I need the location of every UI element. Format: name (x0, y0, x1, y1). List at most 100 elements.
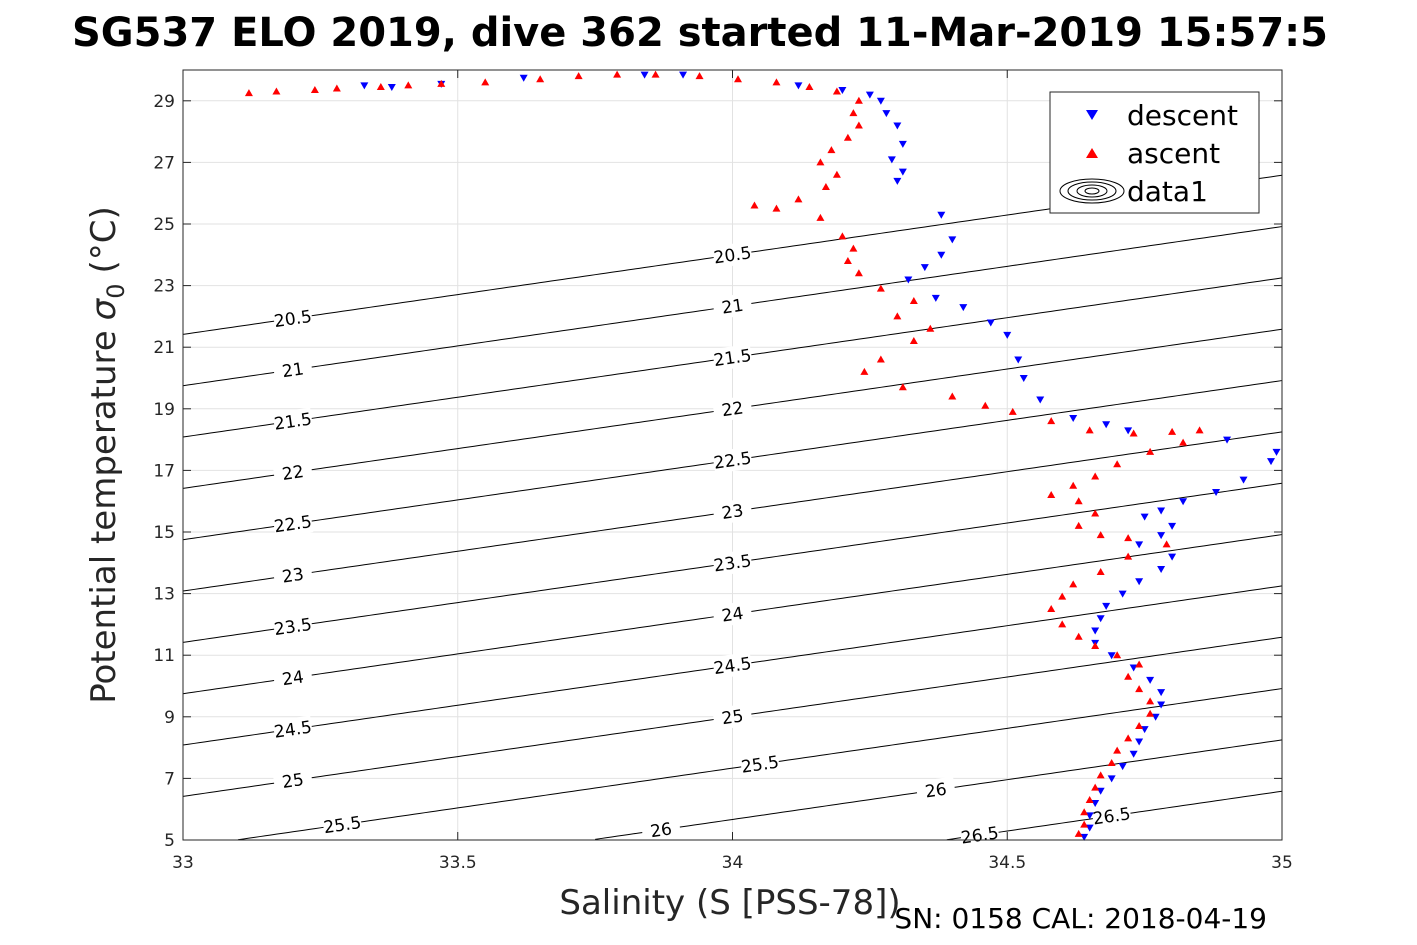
descent-point (920, 264, 929, 272)
ascent-point (1096, 771, 1105, 779)
contour-label-bg (272, 612, 314, 641)
descent-series (360, 71, 1281, 841)
ascent-point (1091, 509, 1100, 517)
ascent-point (893, 312, 902, 320)
y-tick-label: 15 (153, 523, 175, 543)
contour-label-bg (712, 703, 753, 731)
ascent-point (1135, 660, 1144, 668)
descent-point (865, 91, 874, 99)
ascent-point (1091, 472, 1100, 480)
descent-point (360, 82, 369, 90)
ascent-point (827, 146, 836, 154)
contour-label: 21 (721, 296, 745, 319)
contour-label-bg (712, 395, 753, 423)
ascent-point (1074, 829, 1083, 837)
ascent-point (854, 121, 863, 129)
ascent-point (1047, 605, 1056, 612)
ascent-point (832, 170, 841, 178)
descent-point (898, 140, 907, 148)
ascent-point (832, 87, 841, 95)
x-tick-label: 35 (1271, 853, 1293, 873)
descent-point (1157, 689, 1166, 697)
contour-label-bg (1091, 802, 1133, 830)
ascent-point (909, 337, 918, 345)
ascent-point (1124, 552, 1133, 560)
ascent-point (437, 79, 446, 87)
descent-point (882, 110, 891, 118)
descent-point (1272, 448, 1281, 456)
descent-point (1003, 331, 1012, 339)
descent-point (1102, 421, 1111, 429)
legend-contour-icon (1059, 178, 1125, 204)
contour-label-bg (640, 816, 682, 844)
ascent-point (854, 269, 863, 277)
descent-point (794, 82, 803, 90)
ascent-point (805, 82, 814, 90)
ascent-point (1113, 746, 1122, 754)
ascent-point (404, 81, 413, 89)
x-axis-ticks: 33 33.5 34 34.5 35 (172, 70, 1293, 873)
contour-label-bg (712, 241, 753, 269)
ascent-point (772, 204, 781, 212)
descent-point (1091, 627, 1100, 635)
ascent-point (843, 256, 852, 264)
descent-point (640, 71, 649, 79)
contour-label: 26 (649, 819, 673, 842)
contour-label-bg (712, 549, 753, 577)
legend-descent-marker (1086, 110, 1098, 120)
descent-point (1140, 513, 1149, 521)
legend-box (1049, 91, 1260, 214)
ascent-point (838, 232, 847, 240)
descent-point (1168, 553, 1177, 561)
descent-point (937, 251, 946, 259)
ascent-point (1113, 651, 1122, 659)
ascent-point (1124, 734, 1133, 742)
y-axis-label-subscript: 0 (102, 283, 130, 298)
descent-point (1168, 522, 1177, 530)
ascent-point (1135, 685, 1144, 693)
descent-point (1091, 800, 1100, 808)
descent-point (1135, 738, 1144, 746)
y-tick-label: 21 (153, 338, 175, 358)
y-tick-label: 25 (153, 215, 175, 235)
descent-point (1096, 787, 1105, 795)
ascent-point (1085, 795, 1094, 803)
ascent-point (1124, 672, 1133, 680)
x-axis-label: Salinity (S [PSS-78]) (559, 883, 900, 923)
contour-label-bg (739, 750, 781, 778)
ascent-point (481, 78, 490, 86)
descent-point (1129, 664, 1138, 672)
ascent-point (1069, 481, 1078, 489)
ascent-point (651, 70, 660, 78)
ascent-point (310, 86, 319, 94)
contour-label: 22 (281, 462, 305, 485)
descent-point (937, 211, 946, 219)
descent-point (1129, 750, 1138, 758)
ascent-point (876, 284, 885, 292)
descent-point (887, 156, 896, 164)
ascent-point (1168, 427, 1177, 435)
descent-point (1223, 436, 1232, 444)
ascent-point (1091, 783, 1100, 791)
ascent-point (816, 158, 825, 166)
contour-label-bg (712, 497, 753, 526)
ascent-point (1113, 460, 1122, 468)
descent-point (1157, 532, 1166, 540)
contour-label: 24 (281, 667, 305, 690)
descent-point (1157, 701, 1166, 709)
y-axis-label-symbol: σ (84, 297, 124, 320)
contour-label: 22 (721, 398, 745, 421)
serial-calibration-footer: SN: 0158 CAL: 2018-04-19 (894, 902, 1267, 935)
contour-label: 25 (721, 706, 745, 729)
descent-point (986, 319, 995, 327)
descent-point (838, 87, 847, 95)
contour-label: 26 (924, 780, 948, 803)
descent-point (904, 276, 913, 284)
contour-label-bg (712, 651, 753, 680)
descent-point (1157, 507, 1166, 515)
descent-point (519, 74, 528, 82)
y-tick-label: 9 (164, 708, 175, 728)
ascent-point (849, 109, 858, 117)
y-axis-label-unit: (°C) (84, 206, 124, 273)
